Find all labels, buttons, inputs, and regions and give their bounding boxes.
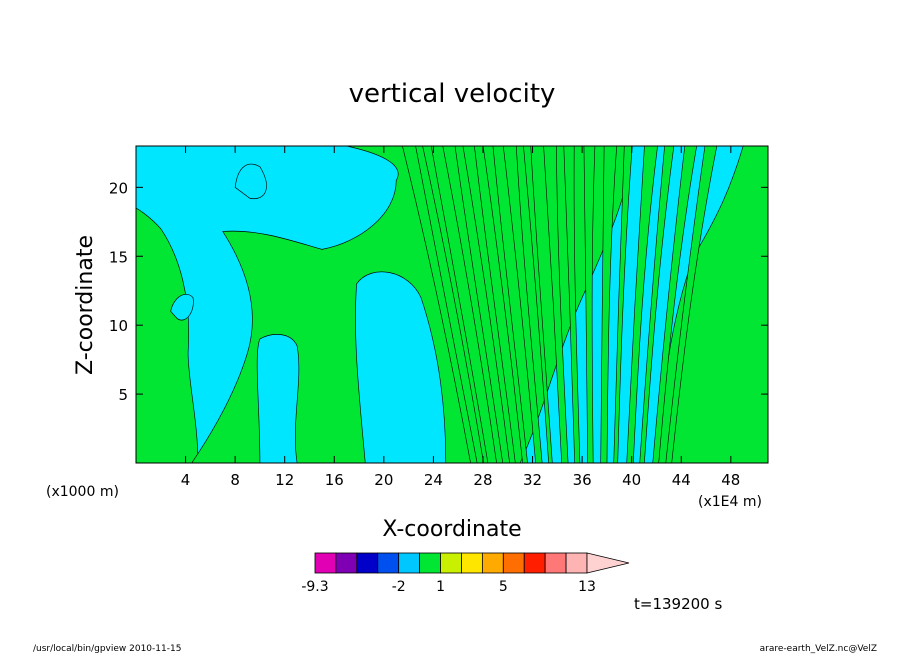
colorbar: -9.3 -2 1 5 13: [301, 552, 630, 595]
velocity-field: [136, 146, 768, 463]
plot-frame: [135, 145, 769, 464]
wave-band-6: [523, 146, 553, 463]
wave-band-12: [626, 146, 658, 463]
colorbar-arrow: [586, 552, 630, 574]
y-tick-label-0: 5: [118, 386, 128, 404]
x-tick-label-8: 36: [573, 471, 592, 489]
colorbar-swatch-8: [481, 552, 504, 574]
negative-pocket-0: [256, 334, 300, 463]
wave-band-11: [613, 146, 633, 463]
colorbar-label-2: 1: [436, 579, 445, 595]
colorbar-swatch-11: [544, 552, 567, 574]
colorbar-label-1: -2: [392, 579, 406, 595]
wave-band-4: [482, 146, 528, 463]
colorbar-swatch-4: [398, 552, 421, 574]
x-tick-label-4: 20: [374, 471, 393, 489]
x-tick-label-5: 24: [424, 471, 443, 489]
wave-band-9: [583, 146, 596, 463]
colorbar-label-0: -9.3: [301, 579, 328, 595]
y-axis-ticks: 5 10 15 20: [109, 179, 768, 404]
wave-band-3: [462, 146, 516, 463]
colorbar-swatch-7: [461, 552, 483, 574]
wave-band-13: [639, 146, 675, 463]
x-unit-right: (x1E4 m): [698, 494, 762, 510]
wave-band-8: [563, 146, 581, 463]
x-tick-label-11: 48: [721, 471, 740, 489]
colorbar-label-3: 5: [499, 579, 508, 595]
x-unit-left: (x1000 m): [46, 484, 119, 500]
negative-pocket-2: [170, 293, 194, 321]
x-axis-label: X-coordinate: [382, 517, 521, 542]
x-axis-ticks: 4 8 12 16 20 24 28 32 36 40 44 48: [181, 146, 740, 489]
negative-pocket-1: [355, 271, 447, 463]
negative-pocket-3: [234, 163, 267, 199]
footer-right: arare-earth_VelZ.nc@VelZ: [760, 644, 877, 654]
y-tick-label-1: 10: [109, 317, 128, 335]
wave-band-10: [600, 146, 617, 463]
wave-band-7: [543, 146, 569, 463]
wave-band-2: [442, 146, 504, 463]
chart-title: vertical velocity: [349, 79, 556, 109]
time-label: t=139200 s: [634, 595, 722, 613]
y-tick-label-2: 15: [109, 248, 128, 266]
colorbar-swatch-1: [335, 552, 358, 574]
colorbar-swatch-5: [419, 552, 441, 574]
x-tick-label-6: 28: [473, 471, 492, 489]
y-axis-label: Z-coordinate: [73, 235, 98, 375]
colorbar-swatch-0: [314, 552, 337, 574]
wave-band-1: [422, 146, 489, 463]
x-tick-label-10: 44: [672, 471, 691, 489]
colorbar-label-4: 13: [578, 579, 596, 595]
colorbar-swatch-12: [565, 552, 588, 574]
colorbar-swatch-2: [356, 552, 379, 574]
x-tick-label-9: 40: [622, 471, 641, 489]
wave-band-5: [502, 146, 543, 463]
x-tick-label-2: 12: [275, 471, 294, 489]
x-tick-label-3: 16: [325, 471, 344, 489]
x-tick-label-0: 4: [181, 471, 191, 489]
colorbar-swatch-9: [502, 552, 525, 574]
wave-band-0: [402, 146, 478, 463]
wave-band-15: [665, 146, 718, 463]
footer-left: /usr/local/bin/gpview 2010-11-15: [33, 644, 181, 654]
colorbar-swatch-10: [523, 552, 546, 574]
y-tick-label-3: 20: [109, 179, 128, 197]
x-tick-label-1: 8: [230, 471, 240, 489]
colorbar-swatch-6: [440, 552, 462, 574]
wave-band-14: [652, 146, 697, 463]
colorbar-swatch-3: [377, 552, 400, 574]
x-tick-label-7: 32: [523, 471, 542, 489]
